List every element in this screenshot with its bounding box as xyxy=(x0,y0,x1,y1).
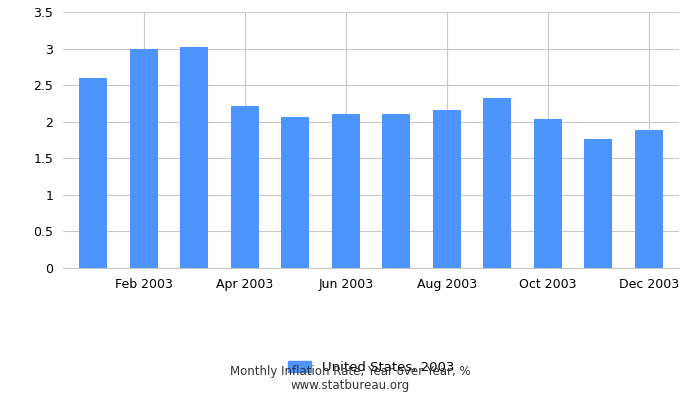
Bar xyxy=(584,138,612,268)
Text: Monthly Inflation Rate, Year over Year, %: Monthly Inflation Rate, Year over Year, … xyxy=(230,366,470,378)
Bar xyxy=(181,47,208,268)
Bar xyxy=(433,110,461,268)
Text: www.statbureau.org: www.statbureau.org xyxy=(290,380,410,392)
Bar xyxy=(332,114,360,268)
Bar xyxy=(483,98,511,268)
Bar xyxy=(635,130,663,268)
Bar xyxy=(130,48,158,268)
Bar xyxy=(231,106,259,268)
Bar xyxy=(281,117,309,268)
Bar xyxy=(79,78,107,268)
Bar xyxy=(382,114,410,268)
Legend: United States, 2003: United States, 2003 xyxy=(288,361,454,374)
Bar xyxy=(534,119,561,268)
